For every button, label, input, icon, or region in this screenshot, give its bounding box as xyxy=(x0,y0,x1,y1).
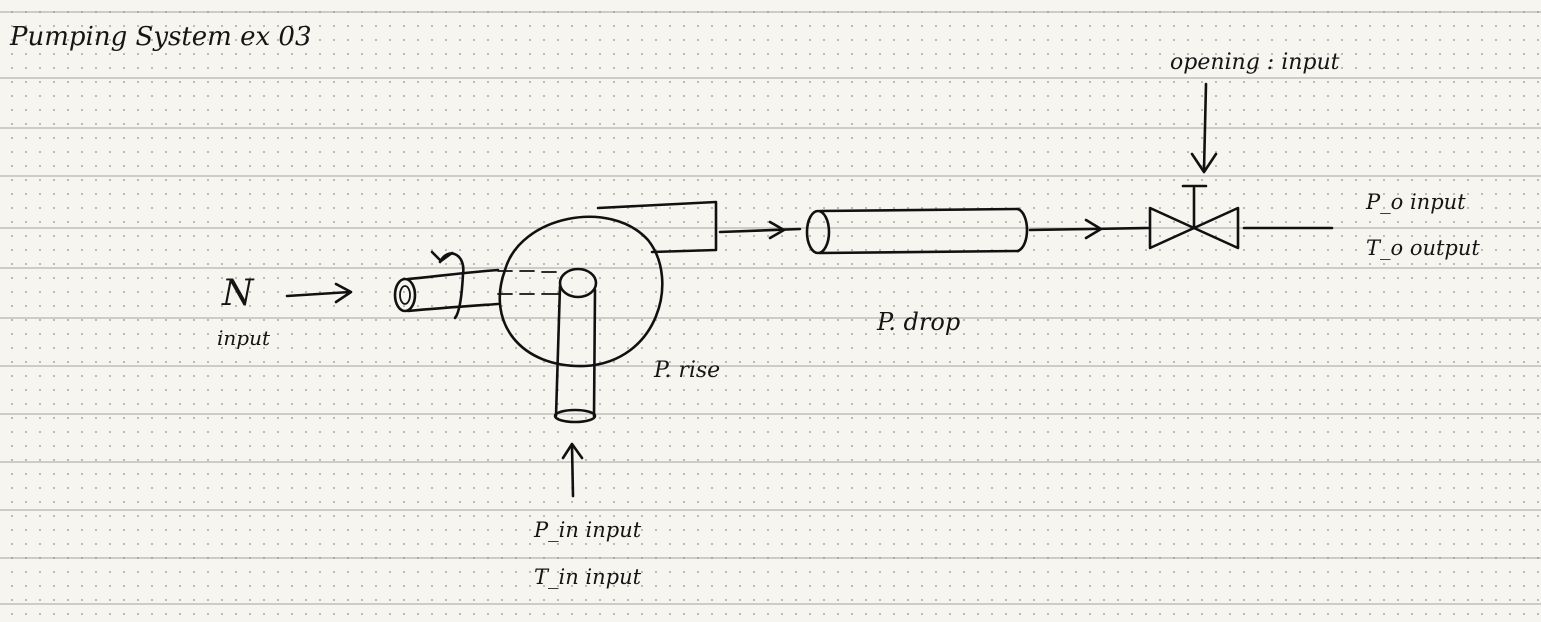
outlet-pressure-label: P_o input xyxy=(1366,190,1466,214)
motor-shaft xyxy=(393,250,561,320)
inlet-pressure-label: P_in input xyxy=(534,518,642,542)
outlet-temperature-label: T_o output xyxy=(1366,236,1480,260)
opening-arrow xyxy=(1190,82,1218,174)
suction-pipe-right xyxy=(592,288,597,418)
suction-pipe-end xyxy=(553,408,597,424)
inlet-temperature-label: T_in input xyxy=(534,565,642,589)
pipe-outlet xyxy=(1016,207,1029,253)
shaft-top-edge xyxy=(406,268,500,281)
pump-to-pipe-arrow xyxy=(718,220,802,240)
shaft-speed-symbol: N xyxy=(222,273,254,314)
valve-opening-label: opening : input xyxy=(1170,50,1340,75)
shaft-bottom-edge xyxy=(406,302,500,313)
valve-right-wedge xyxy=(1192,206,1240,250)
pump-casing xyxy=(498,215,664,368)
shaft-end xyxy=(393,277,417,313)
shaft-end-inner xyxy=(399,285,411,305)
valve-left-wedge xyxy=(1148,206,1196,250)
pipe-to-valve-arrow xyxy=(1028,218,1150,240)
shaft-hidden-top xyxy=(497,270,557,273)
valve xyxy=(1148,184,1334,250)
pipe-top xyxy=(818,207,1020,213)
pipe-label: P. drop xyxy=(877,308,961,336)
rotation-arrow-head xyxy=(430,250,454,263)
pump xyxy=(498,200,718,424)
pipe-inlet xyxy=(805,209,831,255)
inlet-arrow xyxy=(561,442,584,498)
pump-eye xyxy=(558,267,598,299)
shaft-speed-role: input xyxy=(217,326,270,350)
suction-pipe-left xyxy=(554,284,562,418)
pump-label: P. rise xyxy=(654,358,721,383)
speed-input-arrow xyxy=(285,282,353,304)
discharge-nozzle xyxy=(596,200,718,254)
page-title: Pumping System ex 03 xyxy=(10,22,312,52)
pipe-bottom xyxy=(818,249,1020,255)
pipe xyxy=(805,207,1029,255)
